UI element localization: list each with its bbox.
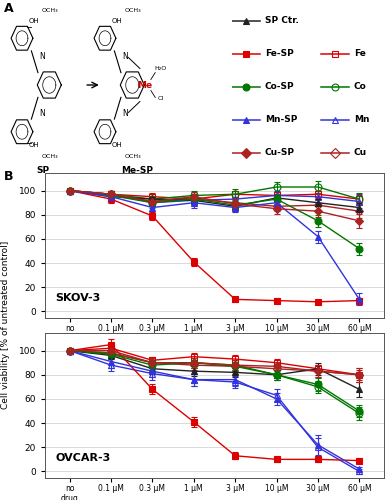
Text: OH: OH: [111, 18, 122, 24]
Text: N: N: [39, 52, 44, 60]
Text: SKOV-3: SKOV-3: [55, 293, 100, 303]
Text: N: N: [122, 110, 128, 118]
Text: H₂O: H₂O: [154, 66, 167, 71]
Text: SP: SP: [36, 166, 49, 175]
Text: Fe: Fe: [354, 49, 365, 58]
Text: Cu: Cu: [354, 148, 367, 157]
Text: OH: OH: [28, 18, 39, 24]
Text: N: N: [122, 52, 128, 60]
Text: Co-SP: Co-SP: [265, 82, 294, 91]
Text: OCH₃: OCH₃: [125, 154, 142, 159]
Text: Cu-SP: Cu-SP: [265, 148, 295, 157]
Text: OCH₃: OCH₃: [42, 8, 59, 13]
Text: OCH₃: OCH₃: [42, 154, 59, 159]
Text: Mn-SP: Mn-SP: [265, 115, 297, 124]
Text: Me: Me: [137, 80, 152, 90]
Text: Cell viability [% of untreated control]: Cell viability [% of untreated control]: [1, 241, 11, 409]
Text: A: A: [4, 2, 14, 16]
Text: Co: Co: [354, 82, 367, 91]
Text: Mn: Mn: [354, 115, 369, 124]
Text: B: B: [4, 170, 13, 183]
Text: Me-SP: Me-SP: [121, 166, 152, 175]
Text: SP Ctr.: SP Ctr.: [265, 16, 299, 25]
Text: N: N: [39, 110, 44, 118]
Text: Cl: Cl: [158, 96, 164, 101]
Text: OH: OH: [28, 142, 39, 148]
Text: Fe-SP: Fe-SP: [265, 49, 294, 58]
Text: OVCAR-3: OVCAR-3: [55, 453, 110, 463]
Text: OCH₃: OCH₃: [125, 8, 142, 13]
Text: OH: OH: [111, 142, 122, 148]
